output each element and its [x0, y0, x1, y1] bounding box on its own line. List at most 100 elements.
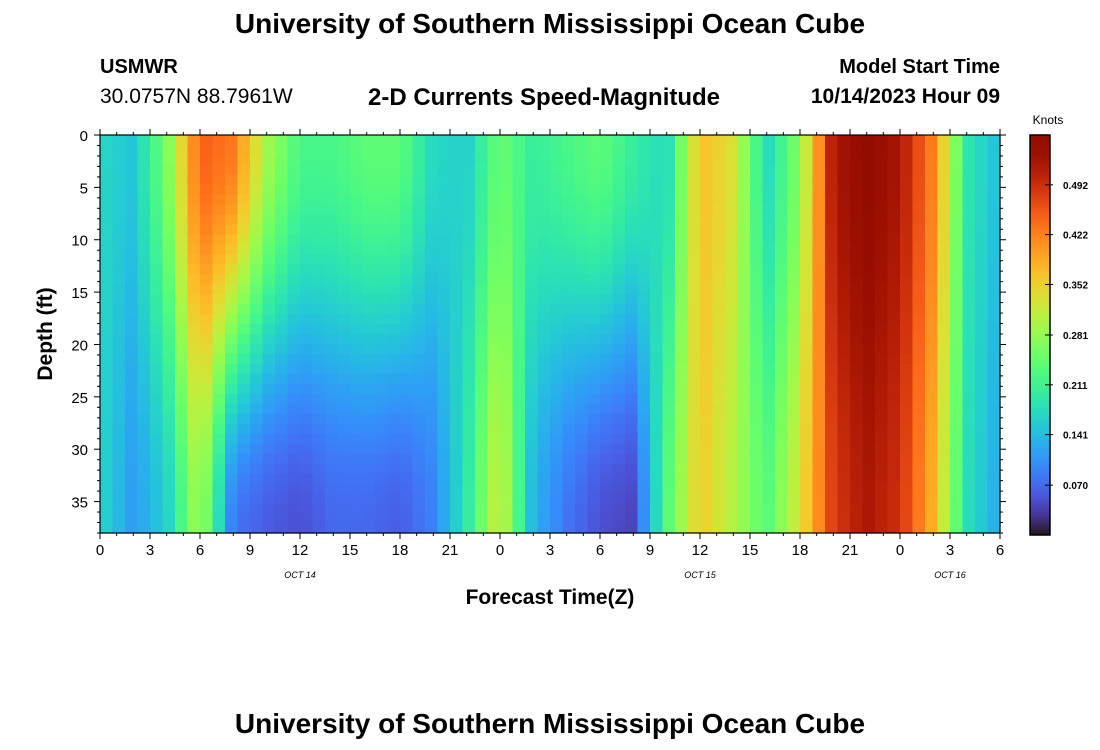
heatmap-cell: [787, 304, 801, 315]
heatmap-cell: [725, 284, 739, 295]
heatmap-cell: [212, 234, 226, 246]
heatmap-cell: [200, 503, 214, 514]
heatmap-cell: [350, 184, 364, 196]
heatmap-cell: [150, 453, 164, 464]
heatmap-cell: [537, 413, 551, 425]
heatmap-cell: [800, 244, 814, 255]
heatmap-cell: [987, 483, 1001, 494]
heatmap-cell: [537, 214, 551, 226]
heatmap-cell: [987, 373, 1001, 385]
heatmap-cell: [437, 423, 451, 435]
heatmap-cell: [362, 334, 376, 345]
heatmap-cell: [275, 324, 289, 335]
heatmap-cell: [725, 224, 739, 236]
heatmap-cell: [687, 184, 701, 196]
heatmap-cell: [750, 224, 764, 236]
heatmap-cell: [787, 513, 801, 524]
heatmap-cell: [650, 413, 664, 425]
heatmap-cell: [762, 353, 776, 365]
heatmap-cell: [300, 443, 314, 454]
heatmap-cell: [325, 373, 339, 385]
heatmap-cell: [250, 433, 264, 445]
heatmap-cell: [350, 144, 364, 156]
heatmap-cell: [425, 423, 439, 435]
x-tick-label: 15: [342, 542, 359, 559]
heatmap-cell: [575, 453, 589, 464]
heatmap-cell: [587, 204, 601, 216]
heatmap-cell: [987, 513, 1001, 524]
heatmap-cell: [250, 383, 264, 395]
heatmap-cell: [675, 473, 689, 484]
heatmap-cell: [775, 284, 789, 295]
heatmap-cell: [137, 403, 151, 415]
heatmap-cell: [987, 294, 1001, 305]
heatmap-cell: [312, 214, 326, 226]
heatmap-cell: [912, 393, 926, 405]
heatmap-cell: [162, 164, 176, 176]
heatmap-cell: [637, 443, 651, 454]
heatmap-cell: [212, 144, 226, 156]
heatmap-cell: [125, 363, 139, 375]
heatmap-cell: [325, 224, 339, 236]
heatmap-cell: [712, 513, 726, 524]
heatmap-cell: [837, 264, 851, 275]
heatmap-cell: [350, 214, 364, 226]
heatmap-cell: [950, 513, 964, 524]
heatmap-cell: [275, 343, 289, 355]
heatmap-cell: [312, 483, 326, 494]
heatmap-cell: [687, 214, 701, 226]
heatmap-cell: [337, 154, 351, 166]
heatmap-cell: [275, 503, 289, 514]
heatmap-cell: [125, 234, 139, 246]
heatmap-cell: [812, 204, 826, 216]
heatmap-cell: [500, 184, 514, 196]
heatmap-cell: [562, 363, 576, 375]
heatmap-cell: [437, 433, 451, 445]
heatmap-cell: [400, 503, 414, 514]
heatmap-cell: [412, 284, 426, 295]
heatmap-cell: [950, 503, 964, 514]
heatmap-cell: [725, 483, 739, 494]
heatmap-cell: [787, 184, 801, 196]
heatmap-cell: [475, 264, 489, 275]
heatmap-cell: [512, 503, 526, 514]
heatmap-cell: [187, 194, 201, 206]
heatmap-cell: [662, 264, 676, 275]
heatmap-cell: [762, 483, 776, 494]
heatmap-cell: [712, 174, 726, 186]
heatmap-cell: [237, 214, 251, 226]
heatmap-cell: [175, 493, 189, 504]
heatmap-cell: [887, 224, 901, 236]
heatmap-cell: [525, 214, 539, 226]
heatmap-cell: [237, 184, 251, 196]
heatmap-cell: [687, 493, 701, 504]
heatmap-cell: [687, 433, 701, 445]
heatmap-cell: [662, 413, 676, 425]
heatmap-cell: [537, 234, 551, 246]
heatmap-cell: [562, 135, 576, 146]
heatmap-cell: [200, 164, 214, 176]
heatmap-cell: [250, 343, 264, 355]
heatmap-cell: [225, 363, 239, 375]
heatmap-cell: [187, 353, 201, 365]
heatmap-cell: [350, 493, 364, 504]
heatmap-cell: [950, 204, 964, 216]
heatmap-cell: [300, 343, 314, 355]
heatmap-cell: [837, 174, 851, 186]
heatmap-cell: [850, 164, 864, 176]
heatmap-cell: [462, 473, 476, 484]
heatmap-cell: [325, 135, 339, 146]
heatmap-cell: [712, 254, 726, 265]
heatmap-cell: [675, 194, 689, 206]
heatmap-cell: [650, 194, 664, 206]
heatmap-cell: [237, 503, 251, 514]
heatmap-cell: [912, 463, 926, 474]
heatmap-cell: [362, 383, 376, 395]
heatmap-cell: [500, 194, 514, 206]
heatmap-cell: [200, 413, 214, 425]
heatmap-cell: [950, 284, 964, 295]
heatmap-cell: [287, 503, 301, 514]
heatmap-cell: [400, 483, 414, 494]
heatmap-cell: [575, 304, 589, 315]
